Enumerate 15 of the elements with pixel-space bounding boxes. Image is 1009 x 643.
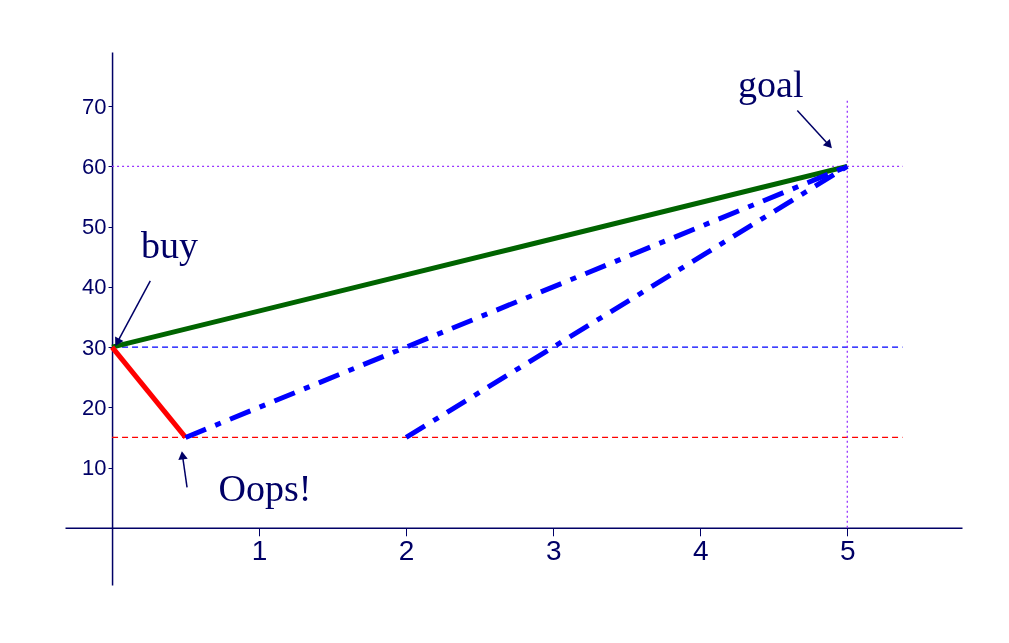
x-tick-label: 4 (692, 535, 709, 567)
annotation: goal (738, 63, 804, 106)
x-tick-label: 2 (398, 535, 415, 567)
annotation: Oops! (218, 466, 312, 509)
annotation: buy (140, 223, 198, 266)
y-tick-label: 10 (82, 455, 107, 481)
x-tick-label: 3 (545, 535, 562, 567)
x-tick-label: 5 (840, 535, 856, 567)
x-tick-label: 1 (251, 535, 268, 567)
y-tick-label: 30 (82, 334, 107, 360)
y-tick-label: 20 (82, 394, 107, 420)
y-tick-label: 40 (82, 274, 107, 300)
y-tick-label: 50 (82, 214, 107, 240)
y-tick-label: 60 (82, 153, 107, 179)
y-tick-label: 70 (82, 93, 107, 119)
